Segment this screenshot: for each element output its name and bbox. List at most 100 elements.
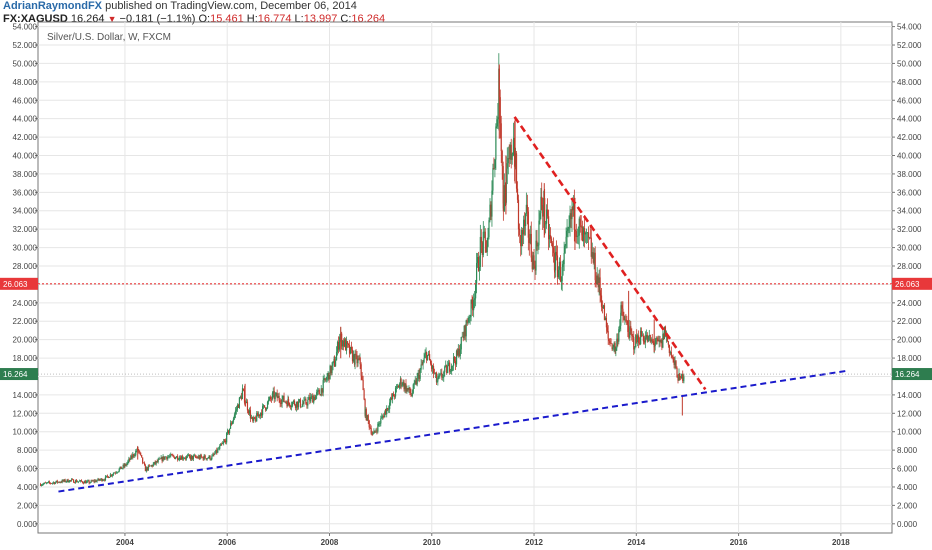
candle-body <box>120 466 122 469</box>
candle-body <box>665 335 668 337</box>
candle-body <box>631 331 633 336</box>
candle-body <box>205 458 207 460</box>
candle-body <box>316 392 318 396</box>
candle-body <box>157 459 159 463</box>
resistance-badge-text-right: 26.063 <box>895 280 920 289</box>
candle-body <box>96 480 98 482</box>
candle-body <box>103 479 106 481</box>
candle-body <box>178 459 180 461</box>
candle-body <box>276 393 278 399</box>
candle-body <box>611 343 613 350</box>
y-tick-label-left: 30.000 <box>13 244 38 253</box>
candle-body <box>478 267 481 271</box>
candle-body <box>635 335 637 348</box>
candle-body <box>512 137 515 153</box>
candle-body <box>344 339 346 347</box>
candle-body <box>355 354 357 356</box>
candle-body <box>143 462 145 464</box>
candle-body <box>515 153 518 189</box>
candle-body <box>379 423 381 425</box>
candle-body <box>326 376 328 380</box>
candle-body <box>339 336 341 342</box>
x-axis[interactable]: 2004 2006 2008 2010 2012 2014 2016 2018 <box>116 533 850 547</box>
candle-body <box>323 378 325 381</box>
candle-body <box>48 481 51 483</box>
candle-body <box>630 326 632 332</box>
candle-body <box>372 433 374 435</box>
candle-body <box>77 481 80 483</box>
y-tick-label-left: 32.000 <box>13 225 38 234</box>
candle-body <box>228 428 231 434</box>
candles[interactable] <box>39 53 685 487</box>
candle-body <box>307 399 309 406</box>
candle-body <box>148 465 150 467</box>
last-price-badge-text-right: 16.264 <box>895 370 920 379</box>
candle-body <box>517 199 520 230</box>
candle-body <box>213 454 215 455</box>
candle-body <box>487 237 489 247</box>
candle-body <box>590 237 592 257</box>
candle-body <box>361 375 363 380</box>
candle-body <box>489 204 491 221</box>
chart-grid <box>38 22 892 533</box>
candle-body <box>483 231 485 233</box>
candle-body <box>113 472 115 474</box>
candle-body <box>644 337 646 343</box>
candle-body <box>319 394 321 396</box>
candle-body <box>165 456 167 458</box>
candle-body <box>172 455 174 456</box>
plot-frame <box>37 21 893 534</box>
candle-body <box>232 418 235 422</box>
y-axis-right[interactable]: 0.000 2.000 4.000 6.000 8.000 10.000 12.000 14.… <box>892 23 922 529</box>
candle-body <box>578 218 580 236</box>
candle-body <box>401 385 403 386</box>
candle-body <box>240 396 242 400</box>
candle-body <box>480 236 482 243</box>
candle-body <box>509 144 511 160</box>
candle-body <box>466 320 468 323</box>
candle-body <box>227 430 229 434</box>
author-link[interactable]: AdrianRaymondFX <box>3 0 103 12</box>
candle-body <box>106 475 109 477</box>
candle-body <box>416 376 418 385</box>
candle-body <box>325 379 327 381</box>
candle-body <box>293 400 296 405</box>
candle-body <box>332 361 334 366</box>
drawings[interactable] <box>38 116 892 493</box>
candle-body <box>485 240 487 253</box>
candle-body <box>559 261 561 282</box>
y-axis-left[interactable]: 0.000 2.000 4.000 6.000 8.000 10.000 12.000 14.… <box>13 23 38 529</box>
candle-body <box>218 448 220 450</box>
candle-body <box>683 376 685 379</box>
candle-body <box>617 338 619 342</box>
candle-body <box>114 472 116 474</box>
candle-body <box>180 456 183 460</box>
candle-body <box>282 395 284 400</box>
candle-body <box>169 456 171 457</box>
candle-body <box>396 386 399 387</box>
candle-body <box>171 454 173 456</box>
y-tick-label-left: 44.000 <box>13 115 38 124</box>
candle-body <box>306 403 308 406</box>
candle-body <box>116 472 118 473</box>
candle-body <box>655 338 657 345</box>
candle-body <box>657 338 659 342</box>
candle-body <box>117 471 119 473</box>
candle-body <box>481 242 483 255</box>
candle-body <box>275 393 277 395</box>
x-tick-label: 2004 <box>116 538 134 547</box>
candle-body <box>197 456 199 459</box>
candle-body <box>407 388 409 390</box>
candle-body <box>383 415 385 418</box>
candle-body <box>285 401 287 403</box>
candle-body <box>658 339 660 342</box>
candle-body <box>526 204 528 212</box>
candle-body <box>102 480 104 481</box>
last-price-badge-text-left: 16.264 <box>3 370 28 379</box>
candle-body <box>572 198 574 211</box>
candle-body <box>60 482 62 483</box>
candle-body <box>150 465 152 466</box>
candle-body <box>673 357 675 365</box>
candle-body <box>54 482 56 484</box>
